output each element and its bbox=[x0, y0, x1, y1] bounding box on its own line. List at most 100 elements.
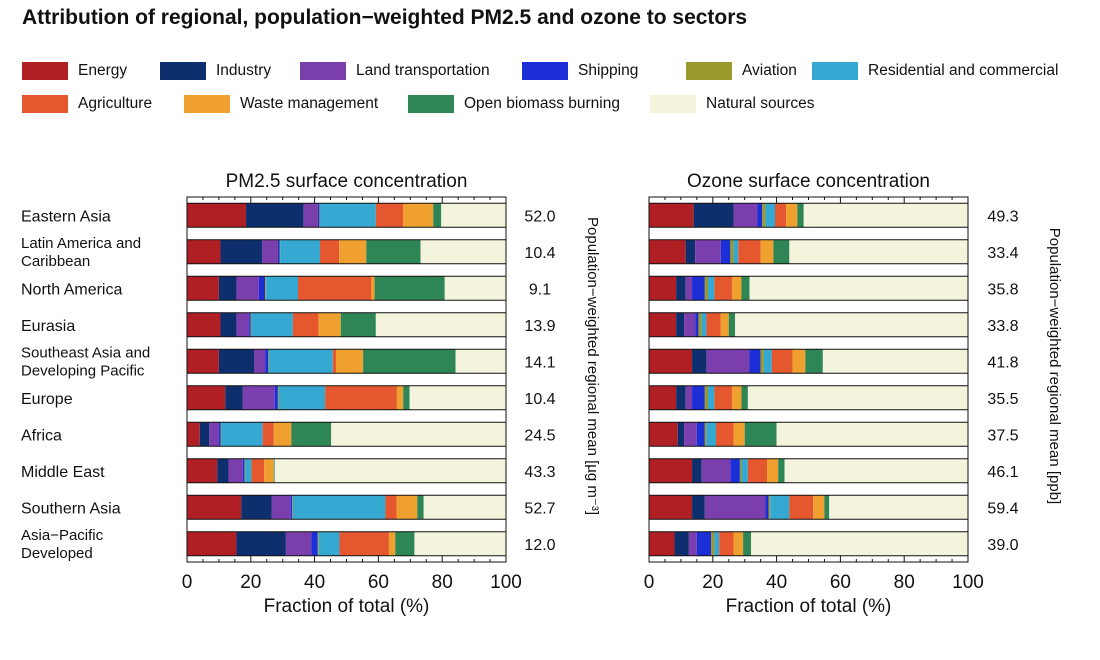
legend-swatch bbox=[22, 95, 68, 113]
regional-mean-value: 52.0 bbox=[524, 208, 555, 225]
bar-segment-shipping bbox=[277, 239, 280, 264]
x-tick-label: 100 bbox=[490, 572, 522, 593]
bar-segment-land-transportation bbox=[695, 239, 721, 264]
bar-segment-open-biomass-burning bbox=[273, 458, 275, 483]
bar-segment-residential-and-commercial bbox=[708, 385, 715, 410]
category-label: Europe bbox=[21, 391, 73, 408]
bar-segment-aviation bbox=[250, 312, 252, 337]
bar-segment-waste-management bbox=[792, 349, 806, 374]
bar-segment-aviation bbox=[704, 276, 709, 301]
bar-segment-land-transportation bbox=[261, 239, 278, 264]
bar-segment-open-biomass-burning bbox=[744, 422, 777, 447]
bar-segment-energy bbox=[187, 276, 219, 301]
category-label-line: Developing Pacific bbox=[21, 362, 145, 379]
bar-segment-natural-sources bbox=[274, 458, 506, 483]
bar-segment-land-transportation bbox=[733, 203, 758, 228]
bar-segment-aviation bbox=[279, 239, 281, 264]
bar-segment-open-biomass-burning bbox=[824, 495, 830, 520]
bar-segment-open-biomass-burning bbox=[743, 531, 752, 556]
bar-segment-shipping bbox=[274, 385, 278, 410]
bar-segment-energy bbox=[187, 458, 218, 483]
bar-segment-waste-management bbox=[396, 495, 418, 520]
legend-label: Aviation bbox=[742, 62, 797, 79]
bar-segment-open-biomass-burning bbox=[805, 349, 823, 374]
bar-segment-waste-management bbox=[388, 531, 396, 556]
bar-segment-natural-sources bbox=[747, 385, 968, 410]
bar-segment-aviation bbox=[268, 349, 269, 374]
bar-segment-residential-and-commercial bbox=[714, 531, 720, 556]
bar-segment-residential-and-commercial bbox=[266, 276, 299, 301]
legend-item-industry: Industry bbox=[160, 62, 271, 80]
bar-segment-industry bbox=[685, 239, 696, 264]
category-label: Southeast Asia and Developing Pacific bbox=[21, 344, 150, 379]
bar-segment-agriculture bbox=[292, 312, 319, 337]
bar-segment-natural-sources bbox=[455, 349, 506, 374]
regional-mean-value: 9.1 bbox=[529, 281, 551, 298]
x-tick-label: 60 bbox=[368, 572, 389, 593]
bar-segment-energy bbox=[187, 385, 226, 410]
bar-segment-natural-sources bbox=[331, 422, 506, 447]
bar-row bbox=[186, 494, 507, 520]
bar-segment-natural-sources bbox=[751, 531, 968, 556]
bar-segment-natural-sources bbox=[423, 495, 506, 520]
bar-row bbox=[648, 494, 969, 520]
bar-segment-industry bbox=[674, 531, 689, 556]
category-label: Latin America and Caribbean bbox=[21, 235, 141, 270]
bar-segment-energy bbox=[649, 458, 693, 483]
bar-row bbox=[186, 202, 507, 228]
category-label: Eastern Asia bbox=[21, 208, 111, 225]
bar-segment-agriculture bbox=[706, 312, 721, 337]
bar-row bbox=[186, 421, 507, 447]
bar-segment-residential-and-commercial bbox=[708, 276, 715, 301]
bar-segment-aviation bbox=[244, 458, 246, 483]
bar-segment-aviation bbox=[730, 239, 734, 264]
legend-swatch bbox=[812, 62, 858, 80]
bar-segment-aviation bbox=[760, 349, 764, 374]
bar-segment-open-biomass-burning bbox=[366, 239, 421, 264]
bar-segment-agriculture bbox=[325, 385, 397, 410]
bar-segment-waste-management bbox=[318, 312, 341, 337]
bar-segment-land-transportation bbox=[271, 495, 291, 520]
bar-segment-industry bbox=[220, 312, 237, 337]
bar-segment-energy bbox=[649, 422, 678, 447]
regional-mean-value: 49.3 bbox=[987, 208, 1018, 225]
bar-segment-shipping bbox=[720, 239, 731, 264]
bar-segment-natural-sources bbox=[420, 239, 506, 264]
bar-segment-open-biomass-burning bbox=[395, 531, 415, 556]
bar-segment-shipping bbox=[765, 495, 769, 520]
bar-row bbox=[648, 239, 969, 265]
bar-segment-aviation bbox=[277, 385, 279, 410]
legend-item-residential-and-commercial: Residential and commercial bbox=[812, 62, 1058, 80]
bar-segment-agriculture bbox=[375, 203, 403, 228]
regional-mean-value: 33.4 bbox=[987, 245, 1018, 262]
category-label: North America bbox=[21, 281, 122, 298]
bar-segment-natural-sources bbox=[789, 239, 968, 264]
regional-mean-value: 13.9 bbox=[524, 318, 555, 335]
regional-mean-value: 46.1 bbox=[987, 464, 1018, 481]
bar-segment-aviation bbox=[265, 276, 267, 301]
bar-segment-residential-and-commercial bbox=[221, 422, 263, 447]
bar-segment-natural-sources bbox=[375, 312, 506, 337]
bar-row bbox=[648, 385, 969, 411]
regional-mean-value: 52.7 bbox=[524, 500, 555, 517]
bar-segment-industry bbox=[693, 203, 734, 228]
legend-item-waste-management: Waste management bbox=[184, 95, 378, 113]
regional-mean-value: 10.4 bbox=[524, 391, 555, 408]
bar-row bbox=[186, 312, 507, 338]
bar-segment-land-transportation bbox=[685, 385, 693, 410]
bar-segment-residential-and-commercial bbox=[763, 349, 772, 374]
bar-segment-energy bbox=[187, 349, 219, 374]
legend-item-natural-sources: Natural sources bbox=[650, 95, 815, 113]
right-axis-label: Population−weighted regional mean [ppb] bbox=[1046, 228, 1063, 504]
bar-segment-natural-sources bbox=[409, 385, 506, 410]
bar-segment-aviation bbox=[768, 495, 771, 520]
bar-segment-aviation bbox=[739, 458, 742, 483]
bar-row bbox=[186, 385, 507, 411]
category-label-line: Southeast Asia and bbox=[21, 344, 150, 361]
x-tick-label: 20 bbox=[702, 572, 723, 593]
bar-segment-waste-management bbox=[767, 458, 779, 483]
category-label: Southern Asia bbox=[21, 500, 121, 517]
x-tick-label: 60 bbox=[830, 572, 851, 593]
regional-mean-value: 43.3 bbox=[524, 464, 555, 481]
bar-segment-residential-and-commercial bbox=[292, 495, 386, 520]
